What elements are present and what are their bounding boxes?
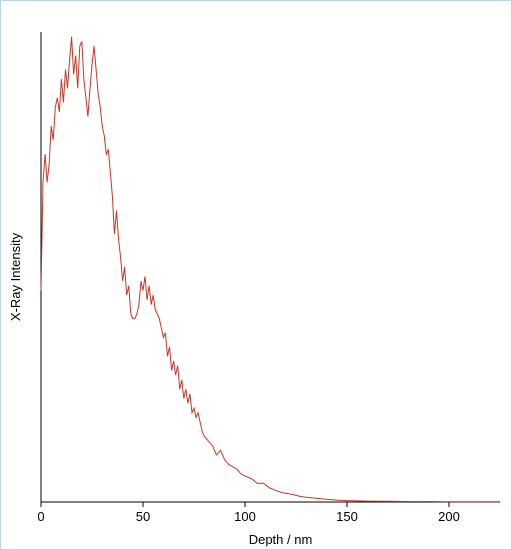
x-tick-label: 150 [336,509,358,524]
x-axis-title: Depth / nm [249,532,313,547]
x-tick-label: 200 [438,509,460,524]
series-line [40,36,500,503]
x-tick-label: 0 [37,509,44,524]
x-tick-label: 100 [234,509,256,524]
y-axis-title: X-Ray Intensity [8,232,23,321]
x-ticks-group: 0 50 100 150 200 [37,502,460,524]
x-tick-label: 50 [136,509,150,524]
